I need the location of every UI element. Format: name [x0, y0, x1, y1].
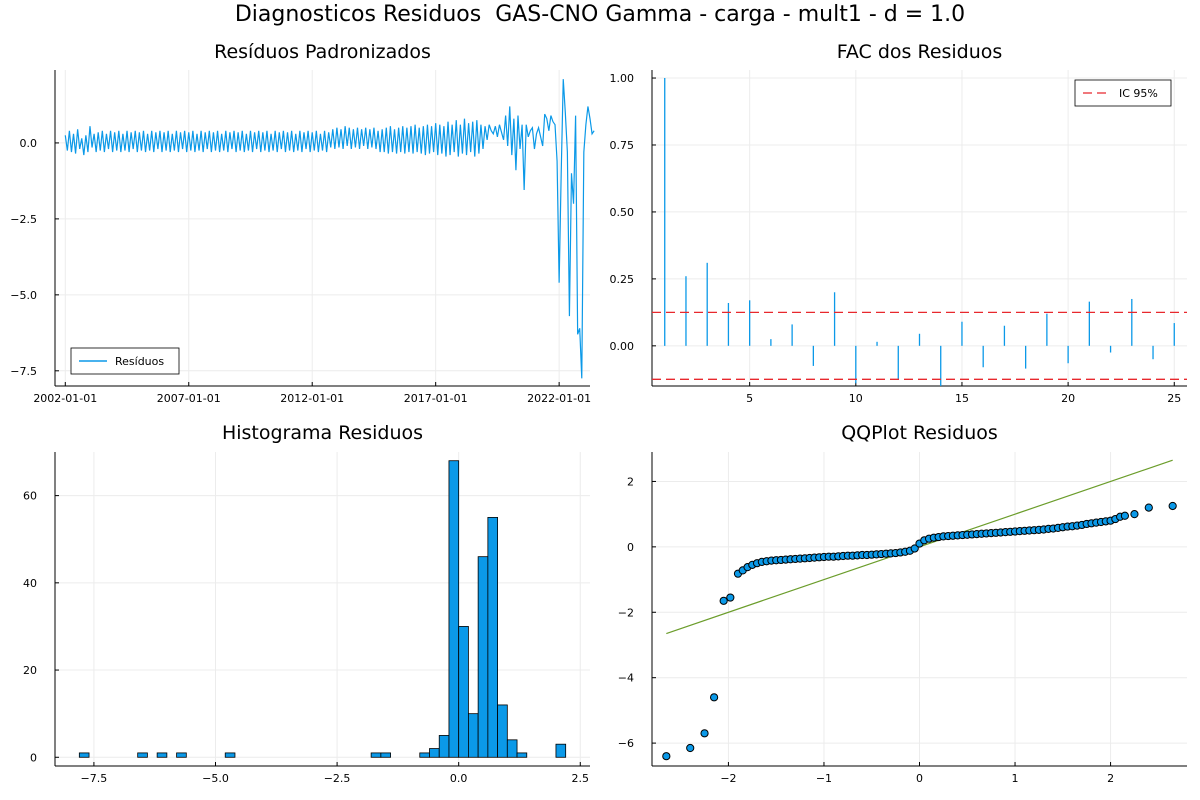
- y-tick-label: −2.5: [10, 213, 37, 226]
- panel-acf: FAC dos Residuos 5 10 15 20 25 0.00 0.25 0.50 0.7…: [610, 41, 1187, 405]
- x-tick-label: 2002-01-01: [33, 392, 97, 405]
- histogram-bar: [78, 752, 90, 758]
- histogram-bar: [156, 752, 168, 758]
- qq-point: [662, 752, 671, 761]
- x-tick-label: −1: [816, 772, 832, 785]
- qq-point: [1168, 501, 1177, 511]
- histogram-bar: [468, 713, 479, 758]
- y-tick-label: 2: [627, 475, 634, 488]
- y-tick-label: 1.00: [610, 72, 635, 85]
- qq-point: [700, 729, 709, 738]
- panel-title: Histograma Residuos: [222, 422, 423, 444]
- y-tick-label: 60: [23, 490, 37, 503]
- residuals-line: [64, 79, 595, 379]
- histogram-bar: [380, 752, 391, 758]
- histogram-bar: [438, 735, 450, 758]
- histogram-bar: [419, 752, 430, 758]
- legend-label: Resíduos: [115, 355, 164, 368]
- y-tick-label: 0.25: [610, 273, 635, 286]
- histogram-bar: [516, 752, 528, 758]
- histogram-bar: [555, 743, 567, 758]
- y-tick-label: 20: [23, 664, 37, 677]
- panel-title: FAC dos Residuos: [837, 41, 1003, 63]
- qq-point: [719, 596, 728, 605]
- y-tick-label: −5.0: [10, 289, 37, 302]
- x-tick-label: 1: [1012, 772, 1019, 785]
- x-tick-label: 2017-01-01: [404, 392, 468, 405]
- qq-point: [709, 693, 719, 702]
- histogram-bar: [477, 556, 489, 758]
- y-tick-label: −6: [618, 737, 634, 750]
- histogram-bar: [497, 704, 508, 758]
- x-tick-label: 2022-01-01: [527, 392, 591, 405]
- qq-point: [1144, 503, 1153, 512]
- y-tick-label: −4: [618, 672, 634, 685]
- histogram-bar: [458, 626, 469, 758]
- y-tick-label: 0.50: [610, 206, 635, 219]
- legend-label: IC 95%: [1119, 87, 1158, 100]
- panel-title: QQPlot Residuos: [841, 422, 998, 444]
- histogram-bar: [370, 752, 382, 758]
- panel-title: Resíduos Padronizados: [214, 41, 431, 63]
- y-tick-label: 0: [627, 541, 634, 554]
- histogram-bar: [448, 460, 460, 758]
- y-tick-label: 0: [30, 751, 37, 764]
- x-tick-label: 25: [1167, 392, 1181, 405]
- qq-point: [1130, 510, 1139, 519]
- x-tick-label: −7.5: [81, 772, 108, 785]
- histogram-bar: [137, 752, 148, 758]
- x-tick-label: −2: [720, 772, 736, 785]
- y-tick-label: 0.75: [610, 139, 635, 152]
- y-tick-label: 40: [23, 577, 37, 590]
- x-tick-label: 2.5: [572, 772, 590, 785]
- x-tick-label: −5.0: [202, 772, 229, 785]
- y-tick-label: 0.0: [20, 137, 38, 150]
- x-tick-label: −2.5: [324, 772, 351, 785]
- x-tick-label: 2007-01-01: [157, 392, 221, 405]
- histogram-bar: [506, 739, 518, 758]
- x-tick-label: 0: [916, 772, 923, 785]
- x-tick-label: 0.0: [450, 772, 468, 785]
- figure-title: Diagnosticos Residuos GAS-CNO Gamma - ca…: [234, 2, 966, 27]
- qq-point: [726, 593, 735, 602]
- histogram-bar: [224, 752, 236, 758]
- x-tick-label: 2: [1107, 772, 1114, 785]
- qq-point: [1120, 511, 1130, 520]
- qq-point: [910, 544, 919, 553]
- y-tick-label: −2: [618, 606, 634, 619]
- histogram-bar: [429, 748, 440, 758]
- panel-histogram: Histograma Residuos −7.5 −5.0 −2.5 0.0 2.5 0 20…: [23, 422, 590, 785]
- qq-point: [686, 743, 695, 753]
- y-tick-label: 0.00: [610, 340, 635, 353]
- histogram-bar: [176, 752, 187, 758]
- histogram-bar: [487, 517, 498, 758]
- y-tick-label: −7.5: [10, 365, 37, 378]
- x-tick-label: 10: [849, 392, 863, 405]
- panel-residuals: Resíduos Padronizados 2002-01-01 2007-01-0…: [10, 41, 595, 405]
- x-tick-label: 15: [955, 392, 969, 405]
- panel-qqplot: QQPlot Residuos −2 −1 0 1 2 −6 −4 −2 0 2: [618, 422, 1187, 785]
- x-tick-label: 5: [746, 392, 753, 405]
- x-tick-label: 20: [1061, 392, 1075, 405]
- x-tick-label: 2012-01-01: [280, 392, 344, 405]
